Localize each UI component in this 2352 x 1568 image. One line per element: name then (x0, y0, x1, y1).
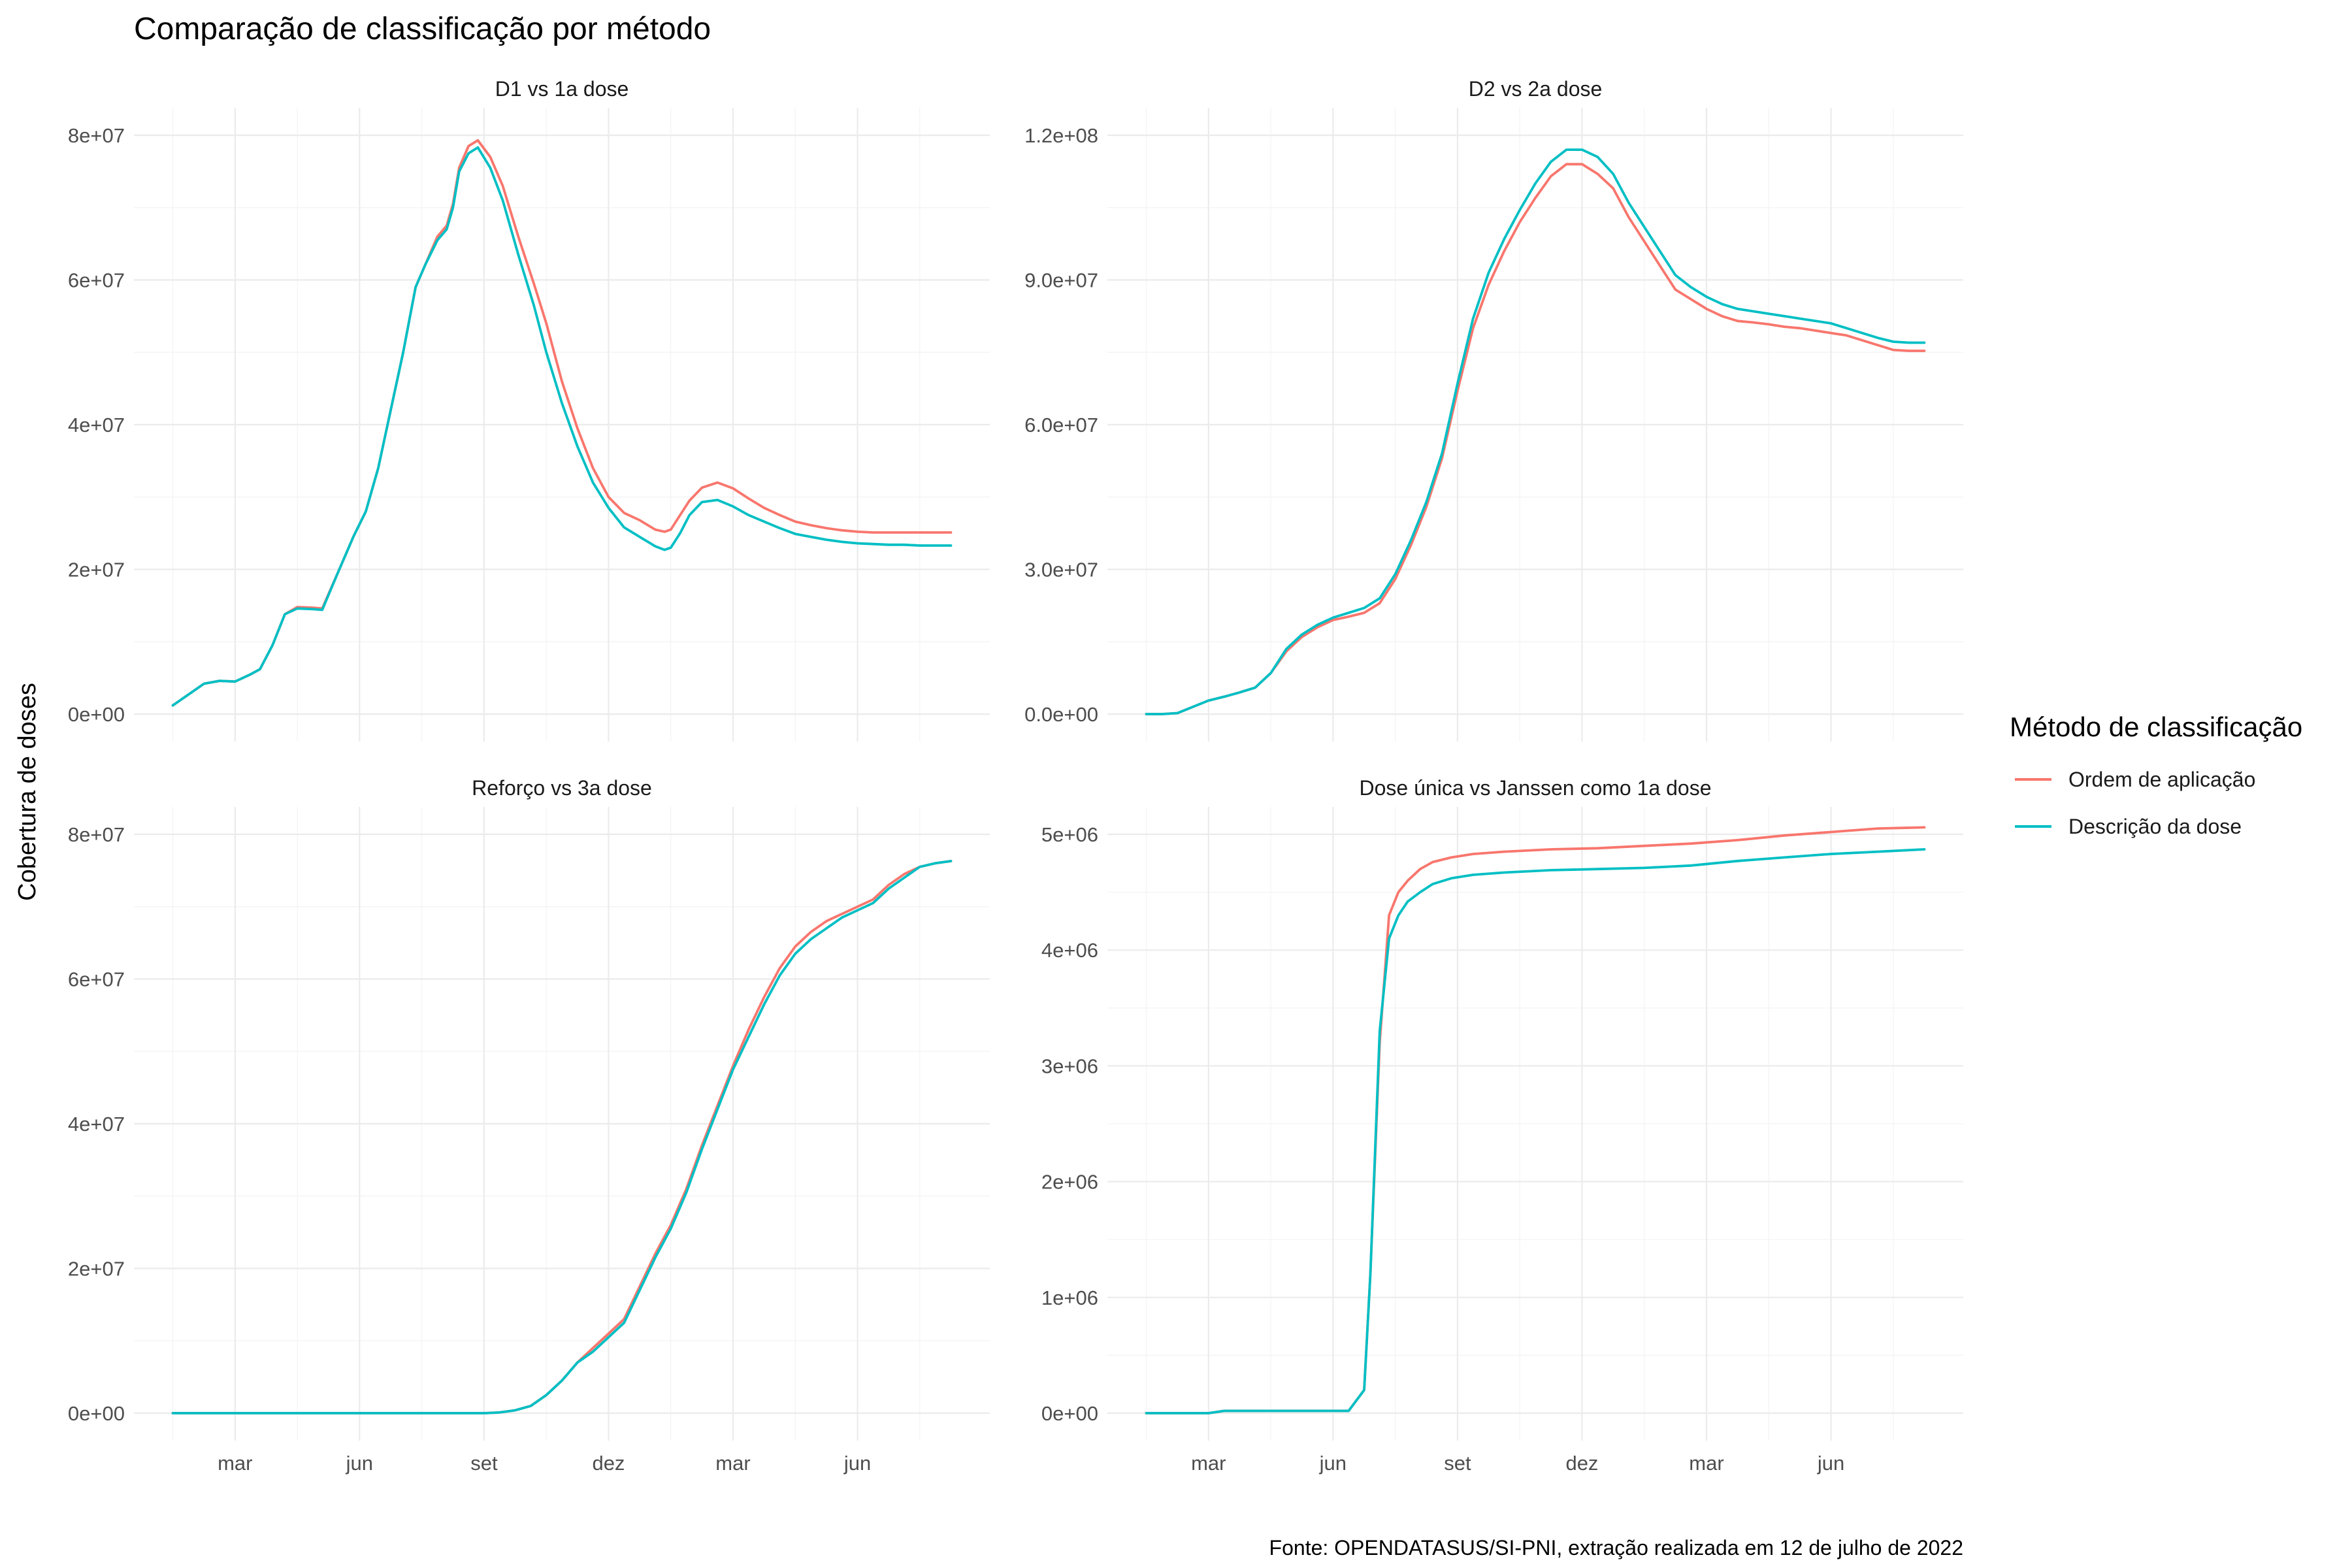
panel-2: D2 vs 2a dose 0.0e+00 3.0e+07 6.0e+07 9.0e+0… (1024, 77, 1963, 742)
y-tick-label: 9.0e+07 (1024, 269, 1098, 292)
panel-title: D1 vs 1a dose (495, 77, 629, 101)
y-tick-label: 6.0e+07 (1024, 414, 1098, 436)
y-tick-label: 4e+06 (1041, 939, 1098, 962)
y-tick-label: 0e+00 (68, 1402, 125, 1425)
y-tick-label: 0e+00 (1041, 1402, 1098, 1425)
x-tick-label: jun (346, 1452, 373, 1475)
series-line-descricao (171, 860, 953, 1414)
y-tick-label: 1.2e+08 (1024, 124, 1098, 147)
x-tick-label: jun (843, 1452, 871, 1475)
series-line-ordem (171, 860, 953, 1414)
y-tick-label: 3.0e+07 (1024, 559, 1098, 581)
x-tick-label: mar (1191, 1452, 1226, 1475)
y-tick-label: 0e+00 (68, 703, 125, 726)
y-tick-label: 8e+07 (68, 124, 125, 147)
x-tick-label: mar (715, 1452, 750, 1475)
y-tick-label: 0.0e+00 (1024, 703, 1098, 726)
x-tick-label: set (1444, 1452, 1471, 1475)
x-tick-label: dez (1565, 1452, 1598, 1475)
x-tick-label: set (470, 1452, 498, 1475)
series-line-ordem (171, 139, 953, 707)
x-tick-label: jun (1319, 1452, 1347, 1475)
y-tick-label: 2e+07 (68, 559, 125, 581)
y-axis-title: Cobertura de doses (14, 683, 41, 901)
series-line-ordem (1145, 163, 1926, 715)
panel-1: D1 vs 1a dose 0e+00 2e+07 4e+07 6e+07 8e+07 (68, 77, 990, 742)
x-tick-label: mar (218, 1452, 252, 1475)
y-tick-label: 8e+07 (68, 823, 125, 846)
y-tick-label: 1e+06 (1041, 1286, 1098, 1309)
y-tick-label: 4e+07 (68, 1113, 125, 1135)
legend-title: Método de classificação (2010, 711, 2302, 742)
x-tick-label: dez (592, 1452, 625, 1475)
y-tick-label: 2e+06 (1041, 1171, 1098, 1194)
y-tick-label: 4e+07 (68, 414, 125, 436)
panel-3: Reforço vs 3a dose 0e+00 2e+07 4e+07 6e+07 8e… (68, 776, 990, 1475)
y-tick-label: 6e+07 (68, 269, 125, 292)
y-tick-label: 5e+06 (1041, 823, 1098, 846)
legend-label-ordem: Ordem de aplicação (2068, 768, 2255, 791)
series-line-descricao (1145, 848, 1926, 1414)
legend: Método de classificação Ordem de aplicaç… (2010, 711, 2302, 838)
x-tick-label: mar (1689, 1452, 1723, 1475)
source-caption: Fonte: OPENDATASUS/SI-PNI, extração real… (1269, 1536, 1963, 1560)
x-tick-label: jun (1817, 1452, 1844, 1475)
y-tick-label: 2e+07 (68, 1258, 125, 1281)
panel-title: Reforço vs 3a dose (472, 776, 652, 800)
y-tick-label: 3e+06 (1041, 1054, 1098, 1077)
chart-title: Comparação de classificação por método (134, 12, 711, 46)
panel-title: Dose única vs Janssen como 1a dose (1360, 776, 1712, 800)
panel-4: Dose única vs Janssen como 1a dose 0e+00 1… (1041, 776, 1963, 1475)
legend-label-descricao: Descrição da dose (2068, 815, 2242, 838)
series-line-ordem (1145, 826, 1926, 1414)
panel-title: D2 vs 2a dose (1469, 77, 1603, 101)
y-tick-label: 6e+07 (68, 968, 125, 991)
series-line-descricao (171, 146, 953, 707)
series-line-descricao (1145, 148, 1926, 715)
